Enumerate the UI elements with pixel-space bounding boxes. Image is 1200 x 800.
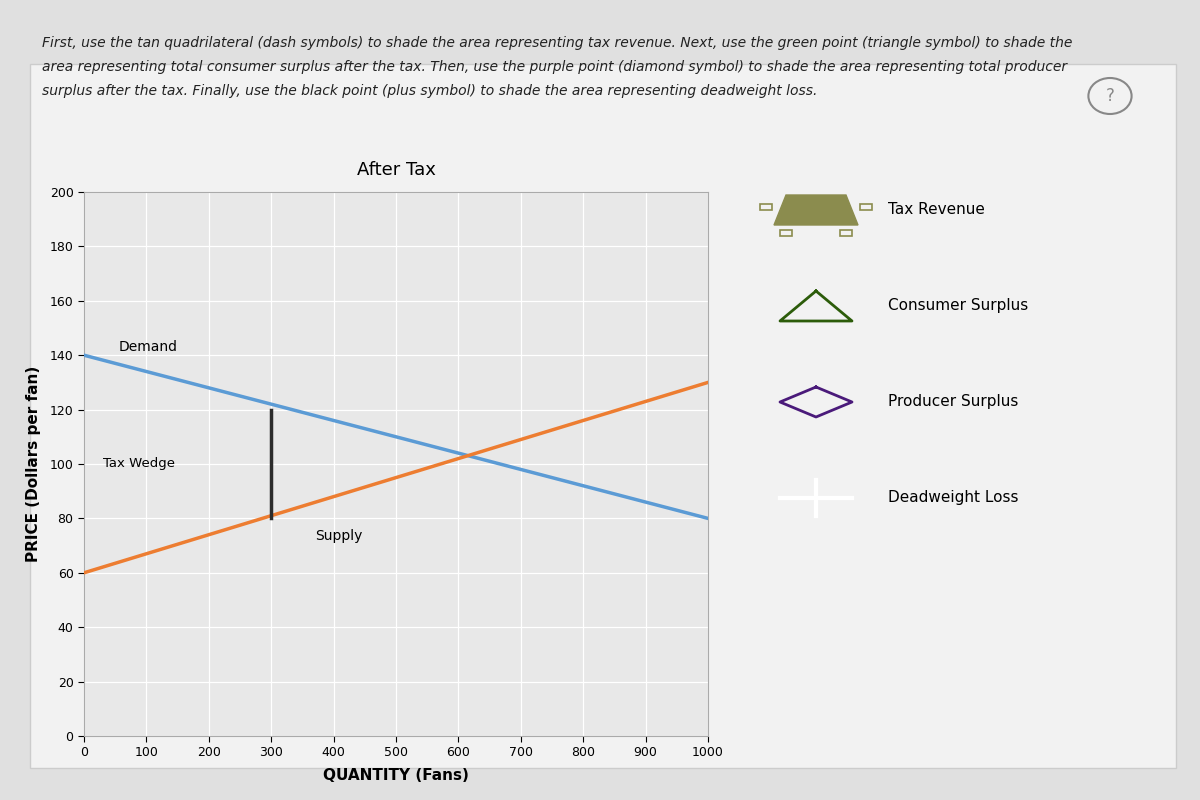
Bar [840,230,852,236]
Bar [860,204,872,210]
Text: First, use the tan quadrilateral (dash symbols) to shade the area representing t: First, use the tan quadrilateral (dash s… [42,36,1073,50]
Bar [780,230,792,236]
Y-axis label: PRICE (Dollars per fan): PRICE (Dollars per fan) [26,366,41,562]
Text: Deadweight Loss: Deadweight Loss [888,490,1019,505]
Title: After Tax: After Tax [356,162,436,179]
Text: Demand: Demand [119,339,178,354]
X-axis label: QUANTITY (Fans): QUANTITY (Fans) [323,768,469,782]
Text: area representing total consumer surplus after the tax. Then, use the purple poi: area representing total consumer surplus… [42,60,1067,74]
Text: surplus after the tax. Finally, use the black point (plus symbol) to shade the a: surplus after the tax. Finally, use the … [42,84,817,98]
Polygon shape [774,195,858,225]
Bar [760,204,772,210]
Text: Supply: Supply [314,530,362,543]
Text: ?: ? [1105,87,1115,105]
Text: Producer Surplus: Producer Surplus [888,394,1019,409]
Text: Tax Revenue: Tax Revenue [888,202,985,217]
Text: Consumer Surplus: Consumer Surplus [888,298,1028,313]
Text: Tax Wedge: Tax Wedge [103,458,175,470]
